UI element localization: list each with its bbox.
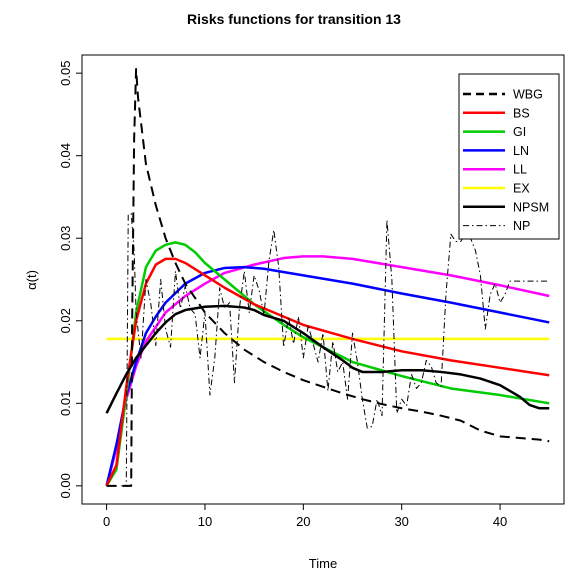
legend-label-npsm: NPSM [513,200,549,214]
legend-label-gi: GI [513,125,526,139]
y-tick-label: 0.04 [58,143,73,168]
x-axis-label: Time [309,556,337,571]
legend-label-ln: LN [513,144,529,158]
y-tick-label: 0.01 [58,391,73,416]
series-line-np [121,212,550,487]
series-line-ln [105,265,550,487]
y-tick-label: 0.02 [58,308,73,333]
series-line-wbg [106,68,550,487]
y-tick-label: 0.03 [58,226,73,251]
y-tick-label: 0.00 [58,473,73,498]
y-axis-label: α(t) [24,270,39,290]
legend-label-wbg: WBG [513,88,543,102]
legend-label-ll: LL [513,163,527,177]
legend-label-np: NP [513,219,530,233]
series-lines [105,68,550,487]
axis-ticks: 0 10 20 30 40 0.00 0.01 0.02 0.03 0.04 0.05 [58,61,507,529]
legend: WBG BS GI LN LL EX NPSM NP [458,73,560,240]
series-line-gi [105,241,550,487]
series-line-ll [105,255,550,487]
plot-frame [81,54,565,505]
x-tick-label: 30 [394,514,408,529]
series-line-bs [105,257,550,487]
chart-title: Risks functions for transition 13 [187,11,401,27]
y-tick-label: 0.05 [58,61,73,86]
legend-label-ex: EX [513,182,530,196]
series-line-npsm [105,304,550,414]
x-tick-label: 0 [103,514,110,529]
x-tick-label: 40 [493,514,507,529]
x-tick-label: 10 [198,514,212,529]
legend-label-bs: BS [513,106,530,120]
legend-box [458,73,560,240]
x-tick-label: 20 [296,514,310,529]
